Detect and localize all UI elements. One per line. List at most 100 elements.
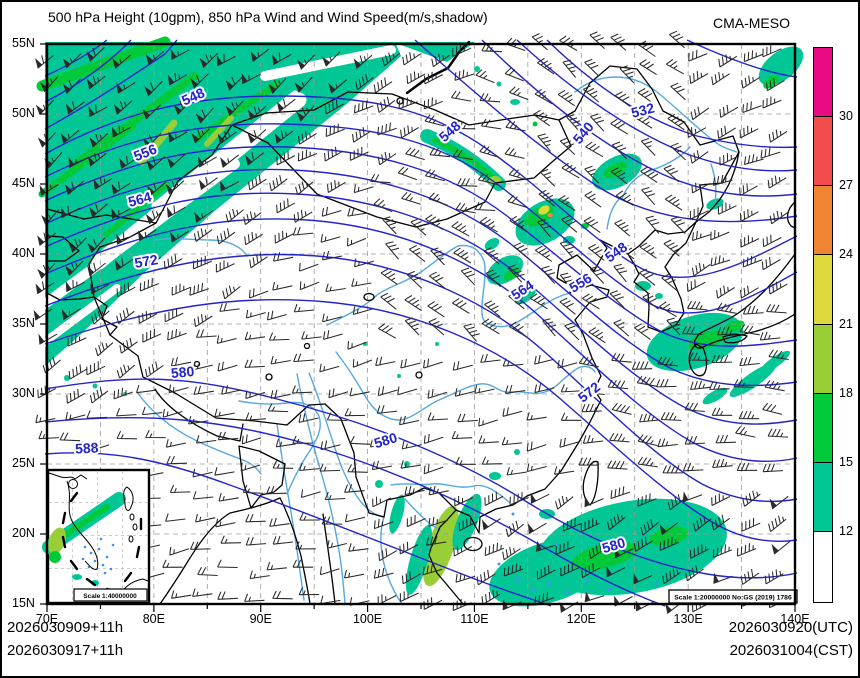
- wind-barb: [526, 463, 547, 473]
- wind-barb: [404, 317, 420, 336]
- wind-barb: [372, 496, 392, 508]
- wind-barb: [509, 215, 527, 232]
- wind-barb: [456, 177, 478, 187]
- wind-barb: [425, 535, 447, 546]
- wind-barb: [507, 195, 528, 209]
- wind-barb: [768, 349, 789, 361]
- colorbar-cell: [814, 324, 832, 394]
- wind-barb: [322, 313, 343, 323]
- wind-barb: [68, 364, 88, 380]
- wind-barb: [170, 590, 192, 599]
- wind-barb: [661, 273, 678, 292]
- wind-barb: [505, 520, 525, 538]
- wind-barb: [347, 464, 368, 473]
- wind-barb: [716, 285, 735, 299]
- wind-barb: [610, 167, 628, 185]
- wind-barb: [189, 282, 209, 296]
- wind-barb: [484, 491, 504, 506]
- wind-barb-flag: [165, 184, 174, 195]
- wind-barb: [457, 413, 478, 423]
- wind-barb: [633, 536, 653, 552]
- wind-barb: [480, 353, 501, 363]
- wind-barb-flag: [137, 230, 145, 242]
- wind-barb: [65, 411, 86, 421]
- colorbar-cell: [814, 531, 832, 601]
- wind-barb-flag: [86, 78, 95, 90]
- wind-barb: [267, 403, 289, 413]
- wind-barb: [377, 122, 397, 136]
- wind-barb: [378, 548, 398, 562]
- wind-barb: [560, 562, 580, 577]
- colorbar-cell: [814, 117, 832, 187]
- wind-barb: [66, 388, 86, 404]
- wind-barb: [401, 440, 422, 450]
- rivers: [136, 76, 738, 605]
- wind-barb: [585, 141, 604, 158]
- wind-barb: [739, 125, 759, 139]
- wind-barb: [455, 572, 476, 583]
- colorbar-value-label: 18: [839, 385, 853, 400]
- run-time-line2: 2026030917+11h: [7, 642, 124, 659]
- wind-barb: [249, 252, 268, 269]
- wind-barb: [718, 54, 738, 68]
- x-tick-label: 140E: [780, 612, 810, 626]
- wind-barb: [245, 390, 266, 400]
- wind-barb: [667, 494, 687, 511]
- wind-barb: [353, 100, 374, 114]
- wind-barb: [249, 570, 270, 580]
- wind-barb: [320, 595, 341, 605]
- wind-barb: [298, 586, 320, 596]
- wind-barb: [352, 359, 373, 368]
- wind-barb: [349, 146, 369, 161]
- wind-barb: [637, 434, 658, 447]
- wind-barb: [427, 412, 449, 421]
- wind-barb: [221, 385, 242, 395]
- wind-barb: [481, 318, 500, 335]
- wind-barb: [711, 354, 733, 364]
- wind-barb-flag: [89, 207, 97, 218]
- wind-barb: [767, 428, 789, 438]
- wind-barb: [165, 513, 186, 522]
- wind-barb: [557, 89, 575, 107]
- chart-title: 500 hPa Height (10gpm), 850 hPa Wind and…: [48, 9, 488, 25]
- wind-barb: [116, 430, 138, 440]
- wind-barb: [343, 569, 365, 579]
- wind-barb: [382, 216, 397, 235]
- y-tick-label: 25N: [12, 456, 35, 470]
- wind-barb: [743, 154, 764, 166]
- wind-barb-flag: [294, 82, 303, 93]
- wind-barb-flag: [633, 573, 640, 585]
- wind-barb: [540, 168, 556, 187]
- wind-barb: [325, 123, 345, 137]
- wind-barb-flag: [584, 496, 591, 508]
- wind-barb: [555, 541, 575, 555]
- wind-barb: [685, 565, 704, 582]
- wind-barb: [717, 326, 738, 336]
- wind-barb: [375, 356, 396, 367]
- wind-barb: [381, 52, 401, 67]
- wind-barb: [691, 182, 711, 194]
- wind-barb: [501, 436, 523, 446]
- wind-barb: [269, 175, 288, 192]
- wind-barb: [709, 381, 730, 390]
- wind-barb: [537, 58, 555, 75]
- wind-barb: [378, 323, 397, 339]
- wind-barb: [404, 295, 422, 312]
- wind-barb-flag: [60, 133, 69, 144]
- wind-barb: [562, 59, 577, 78]
- wind-barb: [502, 358, 524, 367]
- south-china-sea-inset: Scale 1:40000000: [42, 468, 151, 605]
- wind-barb: [534, 354, 555, 365]
- wind-barb: [564, 322, 580, 341]
- wind-barb: [611, 402, 632, 415]
- y-tick-label: 30N: [12, 386, 35, 400]
- wind-barb: [292, 226, 314, 236]
- wind-barb-flag: [87, 265, 95, 277]
- wind-barb: [458, 516, 478, 532]
- wind-barb: [613, 263, 628, 283]
- wind-barb: [762, 96, 782, 109]
- wind-barb: [377, 151, 397, 166]
- wind-barb: [712, 174, 733, 186]
- wind-barb-flag: [37, 235, 45, 246]
